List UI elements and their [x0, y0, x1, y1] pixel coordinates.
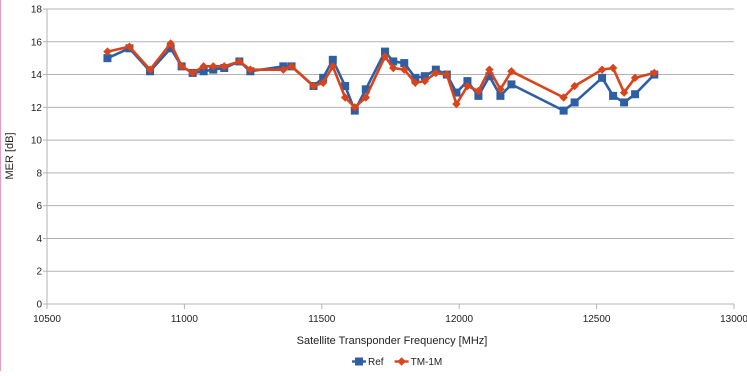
y-tick-label: 14: [31, 70, 43, 81]
data-point: [570, 81, 579, 91]
data-point: [361, 85, 370, 94]
data-point: [199, 67, 208, 76]
data-point: [209, 62, 218, 71]
data-point: [340, 93, 350, 102]
axes: 0 2 4 6 8 10 12 14 16 18 10500 11000 11500 12000 12500…: [31, 5, 747, 326]
y-tick-label: 6: [36, 201, 42, 212]
data-point: [400, 65, 409, 74]
data-point: [619, 88, 629, 97]
data-point: [341, 82, 350, 91]
legend-swatch-marker: [397, 357, 406, 366]
legend-label: Ref: [368, 357, 384, 368]
y-tick-label: 18: [31, 5, 43, 16]
data-point: [389, 57, 398, 66]
data-point: [246, 65, 255, 74]
data-point: [452, 99, 461, 109]
legend-label: TM-1M: [411, 357, 443, 368]
data-point: [188, 68, 197, 78]
data-point: [463, 81, 472, 91]
x-tick-label: 13000: [720, 314, 747, 325]
series-layer: [103, 39, 659, 115]
x-tick-label: 12000: [445, 314, 473, 325]
y-tick-label: 0: [36, 300, 42, 311]
data-point: [125, 42, 134, 51]
x-tick-label: 10500: [33, 314, 61, 325]
legend-item: Ref: [352, 357, 384, 368]
data-point: [474, 86, 483, 96]
y-tick-label: 2: [36, 267, 42, 278]
data-point: [507, 67, 516, 76]
data-point: [309, 81, 318, 91]
gridlines: [47, 8, 734, 305]
data-point: [474, 91, 483, 100]
data-point: [319, 73, 328, 82]
data-point: [328, 62, 337, 71]
data-point: [598, 73, 607, 82]
data-point: [597, 65, 607, 74]
data-point: [608, 63, 618, 73]
data-point: [559, 106, 568, 115]
data-point: [400, 59, 409, 68]
data-point: [145, 65, 155, 74]
data-point: [463, 77, 472, 86]
data-point: [318, 78, 328, 87]
legend-item: TM-1M: [394, 357, 443, 368]
data-point: [452, 88, 461, 97]
data-point: [199, 62, 208, 71]
data-point: [350, 103, 359, 112]
data-point: [279, 65, 288, 74]
x-axis-title: Satellite Transponder Frequency [MHz]: [297, 335, 488, 347]
y-tick-label: 16: [31, 37, 43, 48]
data-point: [507, 80, 516, 89]
data-point: [411, 78, 420, 87]
data-point: [177, 62, 186, 71]
data-point: [650, 68, 659, 78]
left-edge-border: [0, 0, 1, 371]
data-point: [103, 47, 112, 56]
data-point: [380, 52, 390, 61]
data-point: [220, 62, 229, 71]
data-point: [420, 76, 430, 86]
legend-swatch-marker: [355, 357, 363, 366]
series-tm-1m: [103, 39, 659, 112]
y-axis-title: MER [dB]: [4, 132, 16, 179]
y-tick-label: 8: [36, 168, 42, 179]
y-tick-label: 4: [36, 234, 42, 245]
data-point: [485, 72, 494, 81]
y-tick-label: 10: [31, 136, 43, 147]
data-point: [328, 55, 337, 64]
data-point: [166, 44, 175, 53]
data-point: [631, 90, 640, 99]
data-point: [420, 72, 429, 81]
data-point: [166, 39, 175, 48]
data-point: [389, 63, 398, 73]
data-point: [235, 57, 244, 66]
data-point: [496, 91, 505, 100]
data-point: [496, 85, 505, 94]
data-point: [570, 98, 579, 107]
data-point: [103, 54, 112, 63]
data-point: [620, 98, 629, 107]
data-point: [411, 73, 420, 82]
y-tick-label: 12: [31, 103, 43, 114]
x-tick-label: 11500: [308, 314, 336, 325]
data-point: [609, 91, 618, 100]
legend: Ref TM-1M: [352, 357, 442, 368]
data-point: [287, 62, 296, 71]
x-tick-label: 11000: [171, 314, 199, 325]
data-point: [361, 93, 370, 102]
data-point: [442, 70, 452, 79]
data-point: [559, 93, 568, 102]
data-point: [630, 73, 640, 83]
data-point: [431, 68, 441, 78]
data-point: [485, 65, 494, 74]
data-point: [381, 47, 390, 56]
x-tick-label: 12500: [583, 314, 611, 325]
